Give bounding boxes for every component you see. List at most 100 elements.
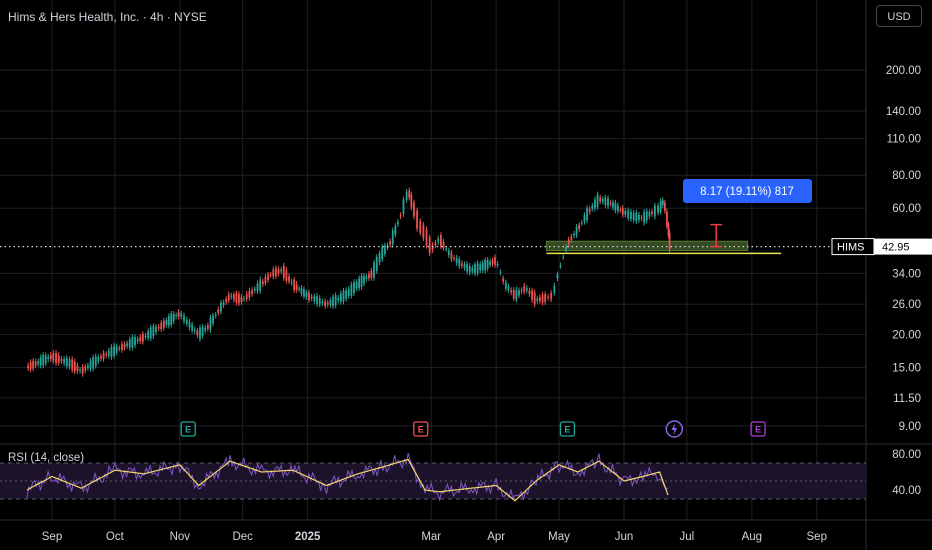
price-candle (220, 302, 222, 312)
price-candle (431, 244, 434, 251)
price-candle (152, 326, 155, 337)
price-tick-9: 11.50 (893, 393, 921, 405)
price-candle (591, 205, 594, 209)
price-candle (185, 319, 188, 324)
price-candle (68, 359, 71, 367)
price-candle (102, 352, 105, 359)
price-candle (531, 290, 533, 301)
price-candle (463, 264, 466, 269)
price-candle (89, 360, 92, 369)
price-candle (440, 235, 442, 247)
price-candle (668, 232, 671, 250)
earnings-marker-may: E (564, 425, 570, 435)
price-candle (481, 262, 484, 271)
price-candle (141, 334, 144, 342)
price-candle (167, 316, 170, 326)
price-candle (350, 284, 353, 296)
currency-button[interactable]: USD (876, 5, 922, 27)
time-tick-11: Sep (807, 531, 827, 543)
price-candle (160, 322, 163, 330)
price-candle (188, 321, 191, 328)
price-tick-0: 200.00 (886, 65, 921, 77)
price-candle (123, 344, 126, 348)
price-candle (659, 201, 662, 212)
price-candle (447, 250, 450, 256)
price-axis[interactable]: 200.00 140.00 110.00 80.00 60.00 34.00 26.00 20… (886, 65, 921, 497)
price-candle (422, 224, 425, 239)
price-candle (97, 357, 100, 362)
price-candle (507, 286, 510, 291)
price-candle (303, 289, 305, 297)
price-candle (84, 366, 87, 371)
price-candle (515, 289, 518, 300)
price-candle (308, 292, 310, 301)
price-candle (131, 337, 134, 348)
price-candle (32, 360, 35, 369)
price-candle (110, 347, 113, 357)
price-candle (661, 200, 664, 206)
time-axis[interactable]: Sep Oct Nov Dec 2025 Mar Apr May Jun Jul Aug Sep (42, 531, 827, 543)
price-candle (65, 358, 68, 367)
price-candle (253, 288, 256, 291)
price-candle (614, 202, 617, 211)
lightning-glyph (671, 423, 678, 435)
price-candle (326, 302, 329, 305)
price-candle (583, 215, 586, 222)
price-candle (353, 282, 355, 294)
price-candle (635, 212, 638, 222)
price-candle (243, 298, 245, 300)
price-candle (227, 294, 230, 301)
price-candle (667, 224, 670, 236)
price-candle (259, 279, 262, 291)
price-candle (240, 296, 243, 303)
price-candle (275, 268, 277, 277)
price-candle (324, 301, 327, 307)
price-candle (230, 295, 233, 297)
price-candle (474, 264, 476, 274)
price-candle (157, 327, 160, 329)
price-candle (134, 337, 136, 346)
price-candle (533, 292, 536, 305)
price-candle (269, 274, 272, 276)
price-candle (512, 290, 515, 299)
price-candle (267, 274, 269, 280)
price-candle (355, 282, 358, 289)
support-zone[interactable] (545, 240, 782, 255)
price-candle (640, 217, 643, 219)
price-candle (370, 270, 373, 278)
price-candle (29, 362, 32, 370)
price-candle (100, 356, 102, 359)
price-candle (621, 208, 624, 215)
price-candle (79, 369, 81, 371)
price-candle (562, 256, 565, 258)
price-candle (437, 238, 440, 243)
rsi-title: RSI (14, close) (8, 452, 84, 464)
price-candle (115, 346, 118, 353)
price-tick-7: 20.00 (892, 329, 921, 341)
price-candle (405, 191, 408, 200)
price-candle (567, 239, 570, 245)
price-candle (619, 209, 622, 211)
price-candle (648, 212, 651, 217)
price-candle (528, 290, 531, 295)
earnings-marker-feb: E (418, 425, 424, 435)
price-candle (165, 320, 168, 325)
ticker-tag: HIMS (837, 242, 865, 254)
measure-tool[interactable]: 8.17 (19.11%) 817 (683, 179, 812, 248)
price-candle (381, 246, 384, 260)
price-candle (175, 315, 178, 317)
price-candle (345, 290, 348, 299)
price-candle (556, 274, 559, 279)
earnings-marker-may-box (559, 421, 576, 437)
price-candle (147, 331, 150, 339)
price-candle (541, 294, 544, 303)
price-candle (559, 265, 562, 267)
price-candle (136, 339, 139, 342)
price-candle (570, 236, 573, 241)
price-candle (575, 226, 578, 236)
price-tick-4: 60.00 (892, 203, 921, 215)
price-tick-3: 80.00 (892, 170, 921, 182)
